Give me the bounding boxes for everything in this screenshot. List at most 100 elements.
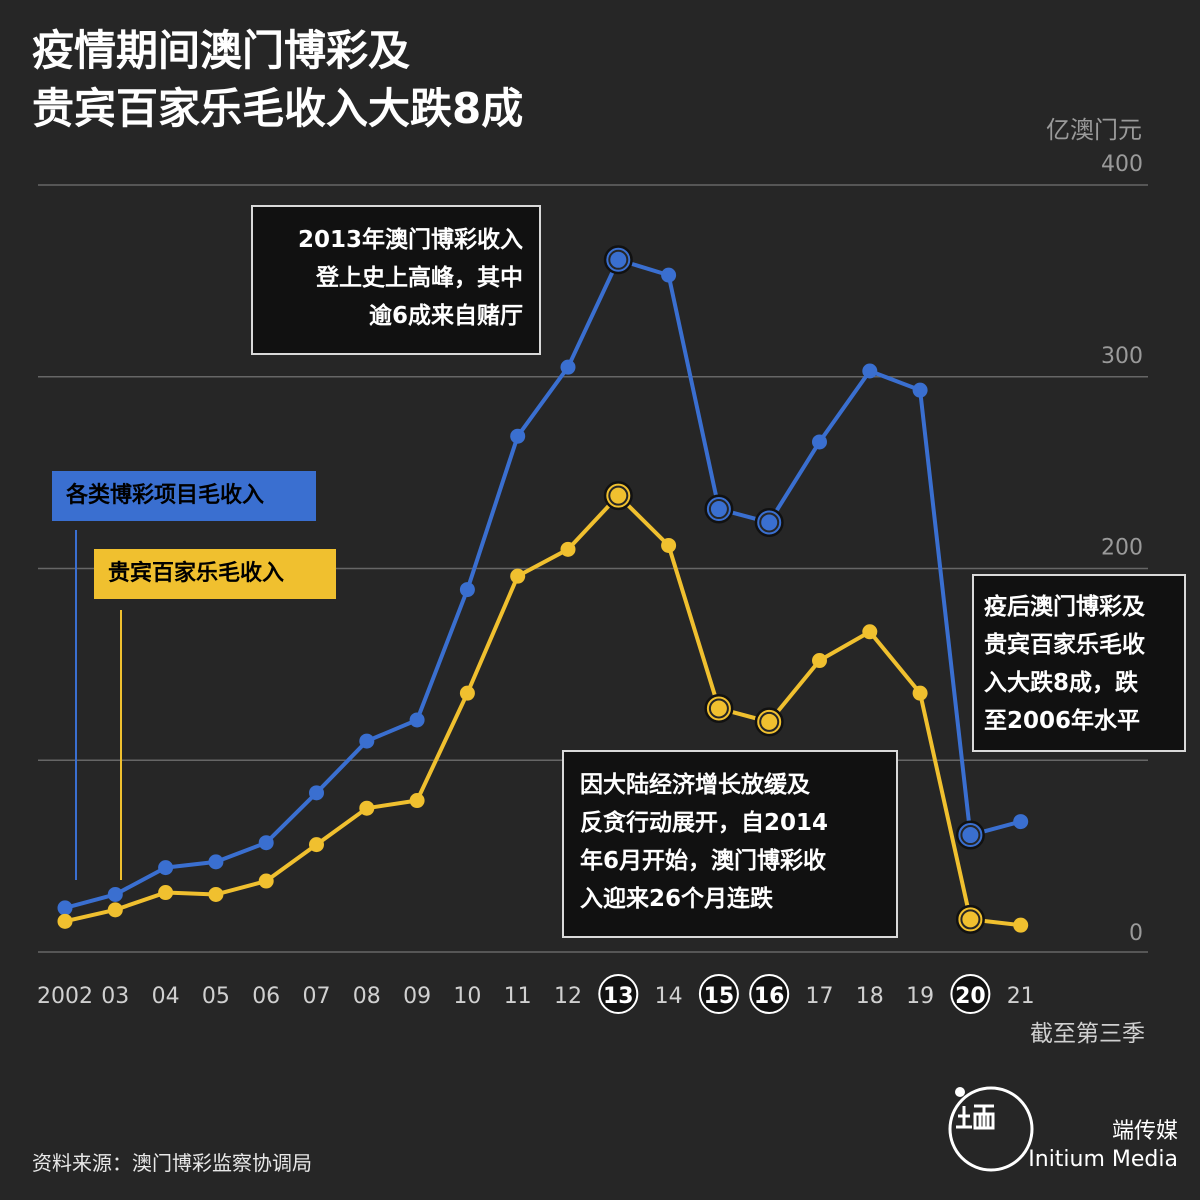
x-tick-label: 09 bbox=[403, 984, 431, 1009]
annotation-line: 入大跌8成，跌 bbox=[984, 670, 1139, 696]
x-tick-label: 13 bbox=[603, 984, 634, 1009]
x-tick-label: 2002 bbox=[37, 984, 93, 1009]
x-axis-note: 截至第三季 bbox=[1030, 1021, 1145, 1047]
data-point-highlight-outline bbox=[958, 823, 983, 848]
annotation-2014-decline: 因大陆经济增长放缓及 反贪行动展开，自2014 年6月开始，澳门博彩收 入迎来2… bbox=[562, 750, 898, 938]
data-point bbox=[812, 653, 827, 669]
data-point bbox=[208, 886, 224, 902]
y-tick-label: 300 bbox=[1101, 344, 1143, 369]
x-tick-label: 18 bbox=[856, 984, 884, 1009]
annotation-line: 逾6成来自赌厅 bbox=[368, 303, 523, 329]
data-point bbox=[359, 733, 375, 749]
x-tick-label: 03 bbox=[101, 984, 129, 1009]
data-point bbox=[459, 582, 475, 598]
data-point bbox=[912, 382, 928, 398]
data-point bbox=[258, 835, 274, 851]
data-point bbox=[962, 827, 979, 844]
data-point bbox=[409, 712, 425, 728]
data-point bbox=[359, 800, 375, 816]
x-tick-label: 17 bbox=[806, 984, 834, 1009]
data-point bbox=[107, 886, 123, 902]
data-point bbox=[158, 860, 174, 876]
initium-logo-icon bbox=[948, 1086, 1034, 1172]
x-tick-label: 20 bbox=[955, 984, 986, 1009]
y-axis-unit-label: 亿澳门元 bbox=[1046, 116, 1142, 144]
annotation-line: 疫后澳门博彩及 bbox=[984, 594, 1145, 620]
data-point bbox=[560, 541, 576, 557]
brand-name-cn: 端传媒 bbox=[1111, 1119, 1178, 1144]
series-line-total bbox=[64, 257, 1022, 910]
legend-series-total: 各类博彩项目毛收入 bbox=[52, 471, 316, 521]
annotation-line: 因大陆经济增长放缓及 bbox=[580, 772, 810, 798]
y-tick-label: 400 bbox=[1101, 152, 1143, 177]
x-tick-label: 08 bbox=[353, 984, 381, 1009]
data-point bbox=[862, 624, 878, 640]
data-point-highlight-outline bbox=[958, 907, 983, 932]
annotation-line: 入迎来26个月连跌 bbox=[580, 886, 774, 912]
data-point bbox=[208, 854, 224, 870]
x-tick-label: 10 bbox=[453, 984, 481, 1009]
x-tick-label: 04 bbox=[152, 984, 180, 1009]
data-point bbox=[309, 837, 324, 853]
y-tick-label: 200 bbox=[1101, 536, 1143, 561]
x-tick-label: 12 bbox=[554, 984, 582, 1009]
data-point bbox=[409, 793, 425, 809]
annotation-2013-peak: 2013年澳门博彩收入 登上史上高峰，其中 逾6成来自赌厅 bbox=[251, 205, 541, 355]
x-tick-highlight-circle bbox=[698, 974, 739, 1014]
x-tick-label: 07 bbox=[303, 984, 331, 1009]
data-point-highlight-outline bbox=[606, 247, 631, 272]
annotation-pandemic-drop: 疫后澳门博彩及 贵宾百家乐毛收 入大跌8成，跌 至2006年水平 bbox=[972, 574, 1186, 752]
data-point-highlight-outline bbox=[706, 497, 731, 522]
x-tick-label: 16 bbox=[754, 984, 785, 1009]
legend-series-vip: 贵宾百家乐毛收入 bbox=[94, 549, 336, 599]
data-point bbox=[610, 251, 627, 268]
x-tick-highlight-circle bbox=[749, 974, 790, 1014]
data-point bbox=[459, 685, 475, 701]
data-point bbox=[661, 267, 677, 283]
annotation-line: 贵宾百家乐毛收 bbox=[984, 632, 1145, 658]
x-tick-label: 05 bbox=[202, 984, 230, 1009]
x-tick-label: 14 bbox=[655, 984, 683, 1009]
x-tick-label: 06 bbox=[252, 984, 280, 1009]
y-tick-label: 0 bbox=[1129, 921, 1143, 946]
annotation-line: 登上史上高峰，其中 bbox=[316, 265, 523, 291]
data-point bbox=[1013, 917, 1029, 933]
data-point bbox=[107, 902, 123, 918]
x-tick-label: 11 bbox=[504, 984, 532, 1009]
chart-title: 疫情期间澳门博彩及 贵宾百家乐毛收入大跌8成 bbox=[32, 22, 523, 138]
data-point bbox=[862, 363, 878, 379]
annotation-line: 年6月开始，澳门博彩收 bbox=[580, 848, 827, 874]
source-footnote: 资料来源：澳门博彩监察协调局 bbox=[32, 1151, 312, 1175]
data-point bbox=[258, 873, 274, 889]
data-point bbox=[560, 359, 576, 375]
data-point bbox=[510, 428, 526, 444]
data-point bbox=[710, 501, 727, 518]
annotation-line: 反贪行动展开，自2014 bbox=[580, 810, 829, 836]
x-tick-label: 19 bbox=[906, 984, 934, 1009]
data-point bbox=[57, 913, 73, 929]
data-point-highlight-outline bbox=[757, 510, 782, 535]
data-point bbox=[912, 685, 928, 701]
data-point-highlight-outline bbox=[606, 483, 631, 508]
data-point bbox=[812, 434, 827, 450]
title-line-1: 疫情期间澳门博彩及 bbox=[32, 26, 411, 75]
x-tick-highlight-circle bbox=[950, 974, 991, 1014]
data-point bbox=[710, 700, 727, 717]
x-tick-label: 15 bbox=[704, 984, 735, 1009]
data-point-highlight-outline bbox=[757, 709, 782, 734]
data-point bbox=[761, 713, 778, 730]
data-point bbox=[1013, 814, 1029, 830]
data-point bbox=[761, 514, 778, 531]
data-point bbox=[510, 568, 526, 584]
data-point bbox=[610, 487, 627, 504]
series-line-vip bbox=[64, 493, 1021, 928]
annotation-line: 至2006年水平 bbox=[984, 708, 1141, 734]
x-tick-label: 21 bbox=[1007, 984, 1035, 1009]
data-point bbox=[661, 537, 677, 553]
data-point bbox=[962, 911, 979, 928]
x-tick-highlight-circle bbox=[598, 974, 639, 1014]
data-point bbox=[57, 900, 73, 916]
data-point-highlight-outline bbox=[706, 696, 731, 721]
brand-name-en: Initium Media bbox=[1028, 1147, 1178, 1172]
data-point bbox=[158, 885, 174, 901]
